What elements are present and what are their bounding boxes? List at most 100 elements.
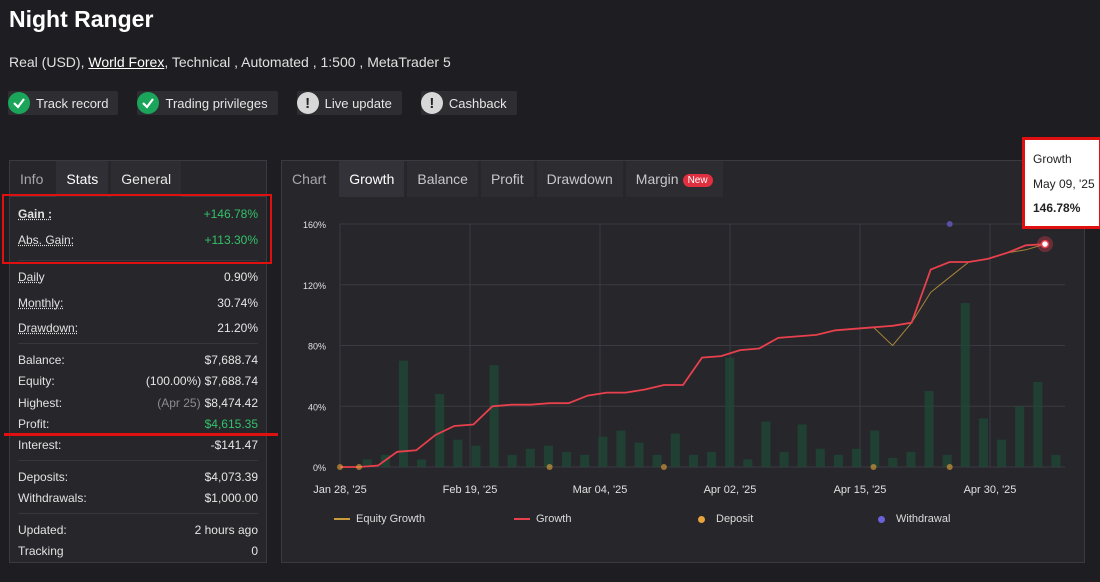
chart-markers: [337, 221, 1053, 470]
legend-growth[interactable]: Growth: [514, 513, 571, 525]
volume-bar: [815, 448, 825, 467]
y-tick-label: 120%: [303, 281, 326, 291]
legend-label: Growth: [536, 513, 572, 525]
stat-interest: Interest: -$141.47: [18, 438, 258, 452]
divider: [18, 513, 258, 514]
highlight-underline-profit: [4, 433, 278, 436]
stat-value: (100.00%) $7,688.74: [145, 374, 258, 388]
volume-bar: [1051, 454, 1061, 467]
stat-equity: Equity: (100.00%) $7,688.74: [18, 374, 258, 388]
badge-trading-privileges[interactable]: Trading privileges: [137, 91, 278, 115]
legend-deposit[interactable]: Deposit: [698, 513, 753, 525]
stat-value: 0: [251, 544, 258, 558]
stat-label[interactable]: Daily: [18, 270, 45, 284]
tab-profit[interactable]: Profit: [480, 161, 534, 197]
badge-label: Live update: [324, 95, 392, 111]
x-tick-label: Apr 30, '25: [964, 484, 1017, 496]
badge-track-record[interactable]: Track record: [8, 91, 119, 115]
badge-label: Cashback: [448, 95, 507, 111]
tab-growth[interactable]: Growth: [339, 161, 405, 197]
stat-profit: Profit: $4,615.35: [18, 417, 258, 431]
withdrawal-marker: [946, 221, 953, 227]
stat-balance: Balance: $7,688.74: [18, 353, 258, 367]
volume-bar: [435, 394, 445, 467]
stat-label: Highest:: [18, 396, 63, 410]
tab-stats[interactable]: Stats: [56, 161, 109, 197]
tab-general[interactable]: General: [111, 161, 182, 197]
stat-label: Deposits:: [18, 470, 69, 484]
volume-bar: [688, 454, 698, 467]
volume-bar: [725, 357, 735, 467]
legend-withdrawal[interactable]: Withdrawal: [878, 513, 950, 525]
stat-label[interactable]: Abs. Gain:: [18, 233, 75, 247]
stat-value: $4,073.39: [204, 470, 258, 484]
volume-bar: [670, 433, 680, 467]
divider: [18, 260, 258, 261]
legend-label: Withdrawal: [896, 513, 951, 525]
volume-bar: [743, 459, 753, 467]
stat-label: Balance:: [18, 353, 65, 367]
tab-margin[interactable]: Margin New: [625, 161, 723, 197]
tab-margin-label: Margin: [635, 171, 679, 187]
growth-chart[interactable]: 0% 40% 80% 120% 160% Jan 28, '25 Feb 19, '25 Ma…: [282, 197, 1084, 562]
account-details: , Technical , Automated , 1:500 , MetaTr…: [164, 54, 451, 70]
deposit-marker: [546, 464, 553, 470]
growth-line: [340, 243, 1046, 468]
chart-bars: [362, 302, 1061, 467]
stat-value: 30.74%: [217, 296, 258, 310]
volume-bar: [797, 424, 807, 467]
check-icon: [137, 92, 160, 114]
tab-chart[interactable]: Chart: [292, 171, 327, 187]
stat-tracking: Tracking 0: [18, 544, 258, 558]
legend-label: Deposit: [716, 513, 754, 525]
stat-value: 2 hours ago: [194, 523, 258, 537]
stat-highest: Highest: (Apr 25) $8,474.42: [18, 396, 258, 410]
stat-label[interactable]: Gain :: [18, 207, 53, 221]
volume-bar: [507, 454, 517, 467]
stat-daily: Daily 0.90%: [18, 270, 258, 284]
x-tick-label: Mar 04, '25: [573, 484, 628, 496]
badge-label: Trading privileges: [165, 95, 268, 111]
tab-balance[interactable]: Balance: [407, 161, 478, 197]
stat-value: $7,688.74: [204, 353, 258, 367]
badge-cashback[interactable]: ! Cashback: [420, 91, 517, 115]
stat-label[interactable]: Drawdown:: [18, 321, 79, 335]
volume-bar: [779, 451, 789, 467]
divider: [18, 460, 258, 461]
stat-value: -$141.47: [210, 438, 258, 452]
stat-value: $8,474.42: [204, 396, 258, 410]
volume-bar: [833, 454, 843, 467]
x-tick-label: Feb 19, '25: [443, 484, 498, 496]
deposit-marker: [946, 464, 953, 470]
volume-bar: [580, 454, 590, 467]
exclamation-icon: !: [296, 92, 319, 114]
volume-bar: [362, 459, 372, 467]
hover-point: [1040, 239, 1050, 249]
stats-panel: Info Stats General Gain : +146.78% Abs. G…: [9, 160, 267, 563]
volume-bar: [997, 439, 1007, 467]
legend-swatch: [514, 518, 530, 520]
legend-equity-growth[interactable]: Equity Growth: [334, 513, 425, 525]
tab-info[interactable]: Info: [20, 171, 44, 187]
check-icon: [8, 92, 30, 114]
chart-axis-labels: 0% 40% 80% 120% 160% Jan 28, '25 Feb 19, '25 Ma…: [303, 220, 1016, 496]
volume-bar: [1015, 406, 1025, 467]
stats-tabs: Info Stats General: [10, 161, 266, 197]
broker-link[interactable]: World Forex: [88, 54, 165, 70]
volume-bar: [616, 430, 626, 467]
badge-label: Track record: [36, 95, 109, 111]
account-subtitle: Real (USD), World Forex, Technical , Aut…: [9, 54, 451, 70]
badge-live-update[interactable]: ! Live update: [296, 91, 402, 115]
volume-bar: [525, 448, 535, 467]
stat-label: Tracking: [18, 544, 64, 558]
page-title: Night Ranger: [9, 6, 154, 32]
stat-label[interactable]: Monthly:: [18, 296, 64, 310]
stat-value: +113.30%: [204, 233, 259, 247]
stat-label: Updated:: [18, 523, 67, 537]
stat-note: (Apr 25): [157, 396, 201, 410]
legend-swatch: [334, 518, 350, 520]
y-tick-label: 80%: [308, 342, 326, 352]
stat-value: $4,615.35: [204, 417, 258, 431]
deposit-marker: [660, 464, 667, 470]
tab-drawdown[interactable]: Drawdown: [536, 161, 623, 197]
